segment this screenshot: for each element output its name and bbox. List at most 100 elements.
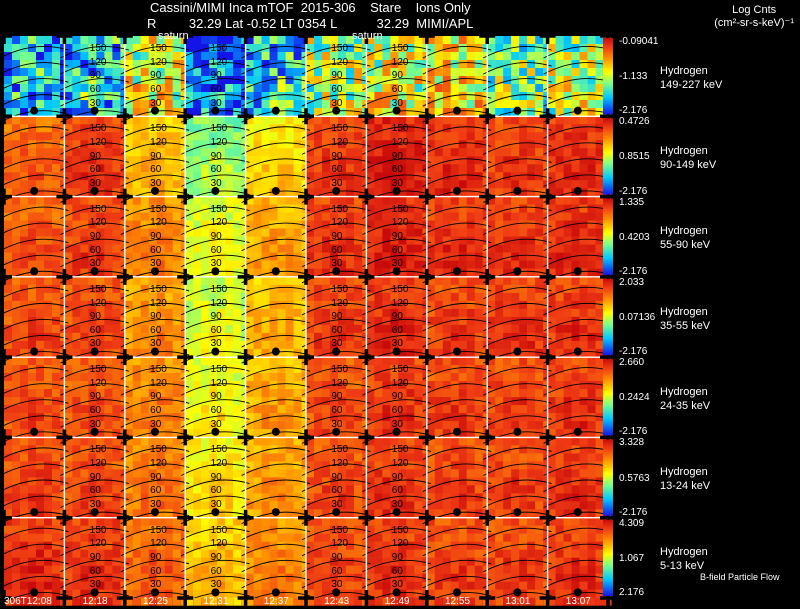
band-energy-label: 13-24 keV xyxy=(660,480,711,493)
contour-line xyxy=(362,399,431,412)
contour-line xyxy=(180,399,250,412)
contour-line xyxy=(241,495,311,509)
contour-value-label: 30 xyxy=(331,579,343,591)
contour-value-label: 120 xyxy=(89,538,107,550)
contour-line xyxy=(482,222,552,236)
contour-line xyxy=(362,222,431,236)
contour-line xyxy=(241,126,311,139)
contour-value-label: 60 xyxy=(89,324,101,336)
image-cell xyxy=(4,276,68,365)
saturn-marker xyxy=(151,588,159,597)
contour-line xyxy=(180,46,250,59)
saturn-marker xyxy=(332,186,341,195)
saturn-marker xyxy=(90,186,99,195)
saturn-marker xyxy=(151,186,159,195)
grid-cross xyxy=(539,349,556,366)
contour-value-label: 30 xyxy=(391,177,403,189)
grid-cross xyxy=(479,268,496,285)
contour-value-label: 120 xyxy=(391,56,409,68)
grid-cross xyxy=(0,188,12,205)
contour-value-label: 90 xyxy=(89,150,101,162)
contour-line xyxy=(482,367,552,380)
contour-line xyxy=(482,447,552,460)
contour-line xyxy=(4,479,69,491)
image-cell xyxy=(547,437,612,526)
image-cell xyxy=(426,276,491,365)
band-species-label: Hydrogen xyxy=(660,225,708,238)
contour-line xyxy=(180,206,250,219)
contour-line xyxy=(362,126,431,139)
contour-value-label: 90 xyxy=(150,552,162,563)
saturn-marker xyxy=(573,347,582,356)
image-cell xyxy=(4,357,68,446)
saturn-marker xyxy=(271,186,280,195)
contour-value-label: 120 xyxy=(331,56,349,68)
contour-line xyxy=(4,367,69,378)
contour-line xyxy=(301,78,371,91)
contour-line xyxy=(120,158,190,171)
saturn-marker xyxy=(271,347,280,356)
grid-cross xyxy=(177,28,194,44)
grid-cross xyxy=(0,429,12,446)
grid-cross xyxy=(298,590,314,606)
contour-line xyxy=(422,479,492,492)
contour-line xyxy=(4,575,69,587)
contour-line xyxy=(180,559,250,573)
contour-value-label: 60 xyxy=(391,405,403,417)
image-cell xyxy=(547,36,612,124)
grid-cross xyxy=(56,590,73,606)
contour-line xyxy=(482,94,552,107)
contour-line xyxy=(301,415,371,428)
saturn-marker xyxy=(573,427,582,436)
ephemeris-line: R 32.29 Lat -0.52 LT 0354 L 32.29 MIMI/A… xyxy=(147,16,474,31)
grid-cross xyxy=(116,509,133,526)
contour-lines xyxy=(4,46,608,598)
contour-line xyxy=(120,238,190,252)
time-tick-label: 12:18 xyxy=(82,596,108,607)
contour-value-label: 150 xyxy=(210,524,228,536)
contour-value-label: 30 xyxy=(89,579,101,591)
contour-value-label: 30 xyxy=(89,97,101,109)
contour-value-label: 120 xyxy=(210,56,228,68)
grid-cross xyxy=(539,268,556,285)
colorbar-mid-label: 1.067 xyxy=(619,552,645,564)
contour-value-label: 90 xyxy=(210,552,222,563)
contour-line xyxy=(180,447,250,460)
contour-line xyxy=(180,302,250,316)
band-energy-label: 35-55 keV xyxy=(660,319,711,332)
contour-value-label: 90 xyxy=(391,471,403,483)
contour-line xyxy=(4,126,69,137)
contour-line xyxy=(422,46,492,59)
contour-line xyxy=(482,479,552,492)
contour-line xyxy=(362,527,431,541)
contour-line xyxy=(301,142,371,155)
contour-line xyxy=(60,447,129,460)
contour-line xyxy=(60,78,129,91)
grid-cross xyxy=(237,28,254,44)
grid-cross xyxy=(358,268,375,285)
time-tick-label: 12:31 xyxy=(203,596,229,607)
contour-line xyxy=(241,238,311,252)
contour-value-label: 150 xyxy=(210,43,228,54)
contour-line xyxy=(241,318,311,332)
contour-line xyxy=(301,383,371,396)
contour-value-label: 30 xyxy=(89,177,101,189)
contour-value-label: 150 xyxy=(331,524,349,536)
contour-value-label: 90 xyxy=(89,471,101,483)
image-cell xyxy=(64,36,129,124)
contour-line xyxy=(4,463,69,475)
grid-cross xyxy=(539,509,556,526)
contour-value-label: 30 xyxy=(150,338,162,350)
contour-line xyxy=(4,94,69,105)
contour-line xyxy=(301,46,371,59)
grid-cross xyxy=(177,268,194,285)
grid-cross xyxy=(418,108,435,125)
contour-line xyxy=(60,367,129,380)
contour-line xyxy=(422,543,492,557)
contour-line xyxy=(60,286,129,300)
saturn-marker xyxy=(30,347,39,356)
contour-value-label: 120 xyxy=(210,136,228,148)
grid-cross xyxy=(237,509,254,526)
contour-value-label: 150 xyxy=(391,283,409,295)
contour-line xyxy=(120,335,190,348)
